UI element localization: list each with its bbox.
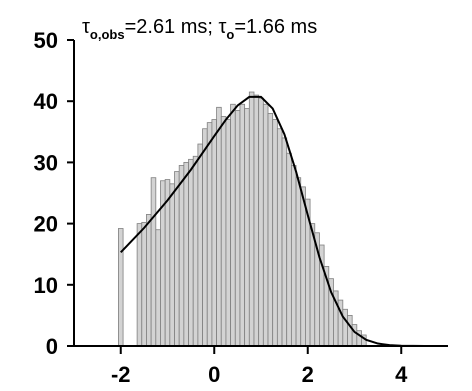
tau-o-value: =1.66 ms [234,16,317,38]
histogram-bar [188,158,194,347]
tau-o-subscript: o [226,27,234,42]
x-tick-label: 4 [395,362,408,387]
x-tick-label: 2 [302,362,314,387]
histogram-bar [164,179,171,347]
x-tick-label: -2 [111,362,131,387]
y-tick-label: 50 [34,28,58,53]
histogram-bar [216,106,222,347]
histogram-bar [281,137,288,347]
histogram-bar [118,228,124,347]
chart-title: τo,obs=2.61 ms; τo=1.66 ms [82,16,317,42]
fit-curve [120,95,448,347]
histogram-bar [267,113,274,347]
histogram-bar [239,103,246,347]
histogram-bar [262,103,269,347]
y-tick-label: 0 [46,334,58,359]
histogram-bar [276,128,283,347]
x-ticks: -2 0 2 4 [111,346,408,387]
y-ticks: 0 10 20 30 40 50 [34,28,74,359]
histogram-bar [309,223,316,347]
histogram-bar [136,223,143,347]
histogram-bar [347,314,353,347]
tau-obs-value: =2.61 ms; [125,16,219,38]
histogram-bar [258,97,264,347]
tau-obs-symbol: τ [82,16,90,38]
histogram-bar [234,109,241,347]
histogram-bar [197,143,203,347]
histogram-bar [206,122,213,347]
y-tick-label: 30 [34,150,58,175]
histogram-bar [211,119,217,347]
histogram-bar [202,128,208,347]
y-tick-label: 20 [34,212,58,237]
histogram-bar [248,91,255,347]
y-tick-label: 40 [34,89,58,114]
histogram-bar [146,214,152,347]
histogram-bar [150,177,157,347]
histogram-bar [272,119,278,347]
histogram-bar [174,171,180,347]
tau-obs-subscript: o,obs [90,27,125,42]
histogram-bar [141,221,147,347]
histogram-bar [220,116,227,347]
histogram-bar [300,186,306,347]
histogram-bar [230,103,236,347]
histogram-bar [183,161,189,347]
histogram-bar [169,183,175,347]
histogram-bar [295,177,302,347]
tau-o-symbol: τ [219,16,227,38]
histogram-bar [351,324,358,347]
histogram-bar [178,165,185,347]
histogram-bar [342,308,348,347]
histogram-bar [244,108,250,347]
histogram-bar [253,94,260,347]
x-tick-label: 0 [208,362,220,387]
y-tick-label: 10 [34,273,58,298]
histogram-bars [118,91,367,347]
histogram-bar [290,165,297,347]
histogram-bar [192,155,199,347]
histogram-bar [225,119,232,347]
histogram-bar [155,229,161,347]
histogram-bar [286,152,292,347]
